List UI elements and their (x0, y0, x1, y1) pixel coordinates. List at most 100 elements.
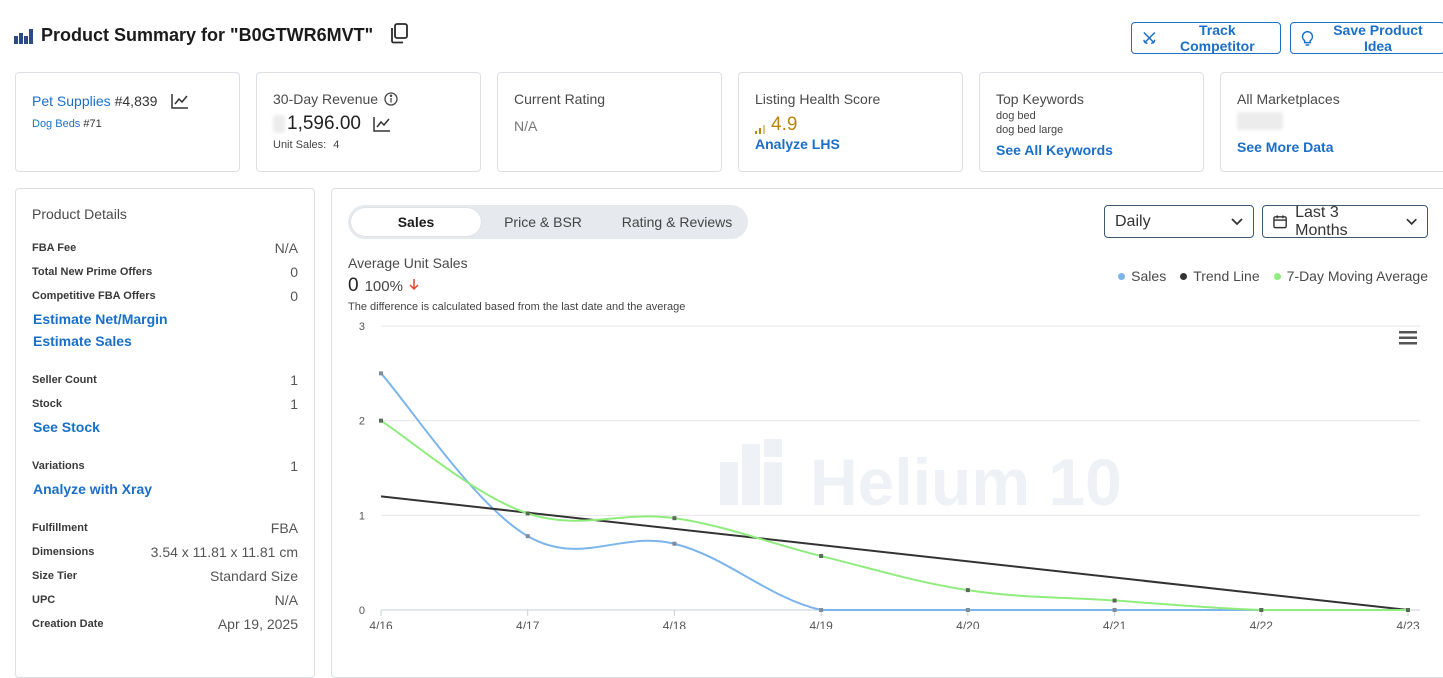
currency-symbol-blurred (273, 115, 285, 133)
subcategory-link[interactable]: Dog Beds (32, 118, 81, 130)
legend-dot (1180, 272, 1188, 280)
detail-key: Competitive FBA Offers (32, 290, 156, 302)
legend-item-moving-avg[interactable]: 7-Day Moving Average (1273, 268, 1428, 284)
detail-row-variations: Variations 1 (32, 457, 298, 475)
line-chart-icon[interactable] (373, 116, 391, 132)
detail-key: Variations (32, 460, 85, 472)
see-more-data-link[interactable]: See More Data (1237, 139, 1334, 155)
analyze-with-xray-link[interactable]: Analyze with Xray (33, 481, 153, 497)
info-icon[interactable] (384, 92, 398, 106)
chart-legend: Sales Trend Line 7-Day Moving Average (1118, 268, 1428, 284)
avg-value: 0 (348, 275, 359, 296)
x-tick-label: 4/23 (1396, 619, 1420, 629)
estimate-sales-link[interactable]: Estimate Sales (33, 333, 132, 349)
marketplaces-label: All Marketplaces (1237, 91, 1340, 107)
data-point (1112, 608, 1117, 612)
bsr-card: Pet Supplies #4,839 Dog Beds #71 (15, 72, 240, 172)
arrow-down-icon (409, 279, 419, 291)
category-rank: #4,839 (114, 93, 158, 109)
detail-value: Standard Size (210, 568, 298, 584)
detail-row-fba-fee: FBA Fee N/A (32, 239, 298, 257)
legend-dot (1273, 272, 1281, 280)
x-tick-label: 4/19 (809, 619, 833, 629)
copy-icon[interactable] (389, 22, 409, 49)
data-point (1112, 598, 1117, 603)
detail-value: FBA (270, 520, 298, 536)
legend-item-trend[interactable]: Trend Line (1180, 268, 1260, 284)
save-product-idea-button[interactable]: Save Product Idea (1290, 22, 1443, 54)
detail-key: Stock (32, 398, 62, 410)
detail-key: FBA Fee (32, 242, 77, 254)
analyze-lhs-link[interactable]: Analyze LHS (755, 136, 840, 152)
estimate-net-margin-link[interactable]: Estimate Net/Margin (33, 311, 168, 327)
detail-row-size-tier: Size Tier Standard Size (32, 567, 298, 585)
x-tick-label: 4/17 (516, 619, 540, 629)
detail-value: 1 (290, 396, 298, 412)
y-tick-label: 3 (359, 321, 365, 333)
data-point (525, 534, 530, 539)
detail-row-upc: UPC N/A (32, 591, 298, 609)
legend-label: 7-Day Moving Average (1286, 268, 1428, 284)
tab-price-bsr[interactable]: Price & BSR (504, 214, 582, 230)
data-point (672, 541, 677, 546)
detail-value: 1 (290, 372, 298, 388)
detail-key: Dimensions (32, 546, 95, 558)
legend-item-sales[interactable]: Sales (1118, 268, 1166, 284)
product-details-panel: Product Details FBA Fee N/A Total New Pr… (15, 188, 315, 678)
helium10-watermark: Helium 10 (720, 439, 1122, 519)
difference-note: The difference is calculated based from … (348, 301, 686, 313)
detail-value: 3.54 x 11.81 x 11.81 cm (150, 544, 298, 560)
keyword-item: dog bed (996, 110, 1036, 122)
moving-average-line (380, 419, 1408, 612)
data-point (672, 516, 677, 521)
chart-panel: Sales Price & BSR Rating & Reviews Daily… (331, 188, 1443, 678)
category-link[interactable]: Pet Supplies (32, 93, 111, 109)
data-point (1406, 608, 1410, 612)
hamburger-menu-icon[interactable] (1399, 331, 1417, 345)
chevron-down-icon (1406, 218, 1417, 225)
y-tick-label: 1 (359, 510, 365, 522)
data-point (379, 418, 383, 423)
interval-select[interactable]: Daily (1104, 205, 1254, 238)
avg-unit-sales-stat: 0 100% (348, 275, 419, 297)
rating-label: Current Rating (514, 91, 606, 107)
revenue-label: 30-Day Revenue (273, 91, 379, 107)
detail-value: 0 (290, 264, 298, 280)
detail-row-fba-offers: Competitive FBA Offers 0 (32, 287, 298, 305)
detail-row-prime-offers: Total New Prime Offers 0 (32, 263, 298, 281)
x-tick-label: 4/22 (1250, 619, 1274, 629)
range-select[interactable]: Last 3 Months (1262, 203, 1428, 239)
line-chart-icon[interactable] (171, 93, 189, 109)
lightbulb-icon (1301, 30, 1314, 46)
detail-value: Apr 19, 2025 (217, 616, 298, 632)
detail-value: 1 (290, 458, 298, 474)
legend-label: Sales (1131, 268, 1167, 284)
see-stock-link[interactable]: See Stock (33, 419, 100, 435)
legend-label: Trend Line (1193, 268, 1260, 284)
keyword-item: dog bed large (996, 124, 1064, 136)
keywords-label: Top Keywords (996, 91, 1084, 107)
data-point (965, 588, 970, 593)
avg-unit-sales-label: Average Unit Sales (348, 255, 468, 271)
page-title: Product Summary for "B0GTWR6MVT" (41, 25, 374, 45)
data-point (525, 511, 530, 516)
detail-key: Total New Prime Offers (32, 266, 153, 278)
tab-sales[interactable]: Sales (351, 208, 481, 236)
detail-key: Creation Date (32, 618, 104, 630)
data-point (819, 608, 824, 612)
detail-row-fulfillment: Fulfillment FBA (32, 519, 298, 537)
see-all-keywords-link[interactable]: See All Keywords (996, 142, 1113, 158)
unit-sales-label: Unit Sales: (273, 139, 327, 151)
keywords-card: Top Keywords dog bed dog bed large See A… (979, 72, 1204, 172)
product-details-title: Product Details (32, 206, 127, 222)
x-tick-label: 4/20 (956, 619, 980, 629)
tab-rating-reviews[interactable]: Rating & Reviews (621, 214, 733, 230)
detail-key: Seller Count (32, 374, 97, 386)
subcategory-rank: #71 (83, 118, 102, 130)
range-value: Last 3 Months (1295, 203, 1348, 239)
track-competitor-button[interactable]: Track Competitor (1131, 22, 1281, 54)
data-point (379, 371, 383, 376)
x-tick-label: 4/18 (663, 619, 687, 629)
lhs-label: Listing Health Score (755, 91, 881, 107)
detail-key: Size Tier (32, 570, 78, 582)
